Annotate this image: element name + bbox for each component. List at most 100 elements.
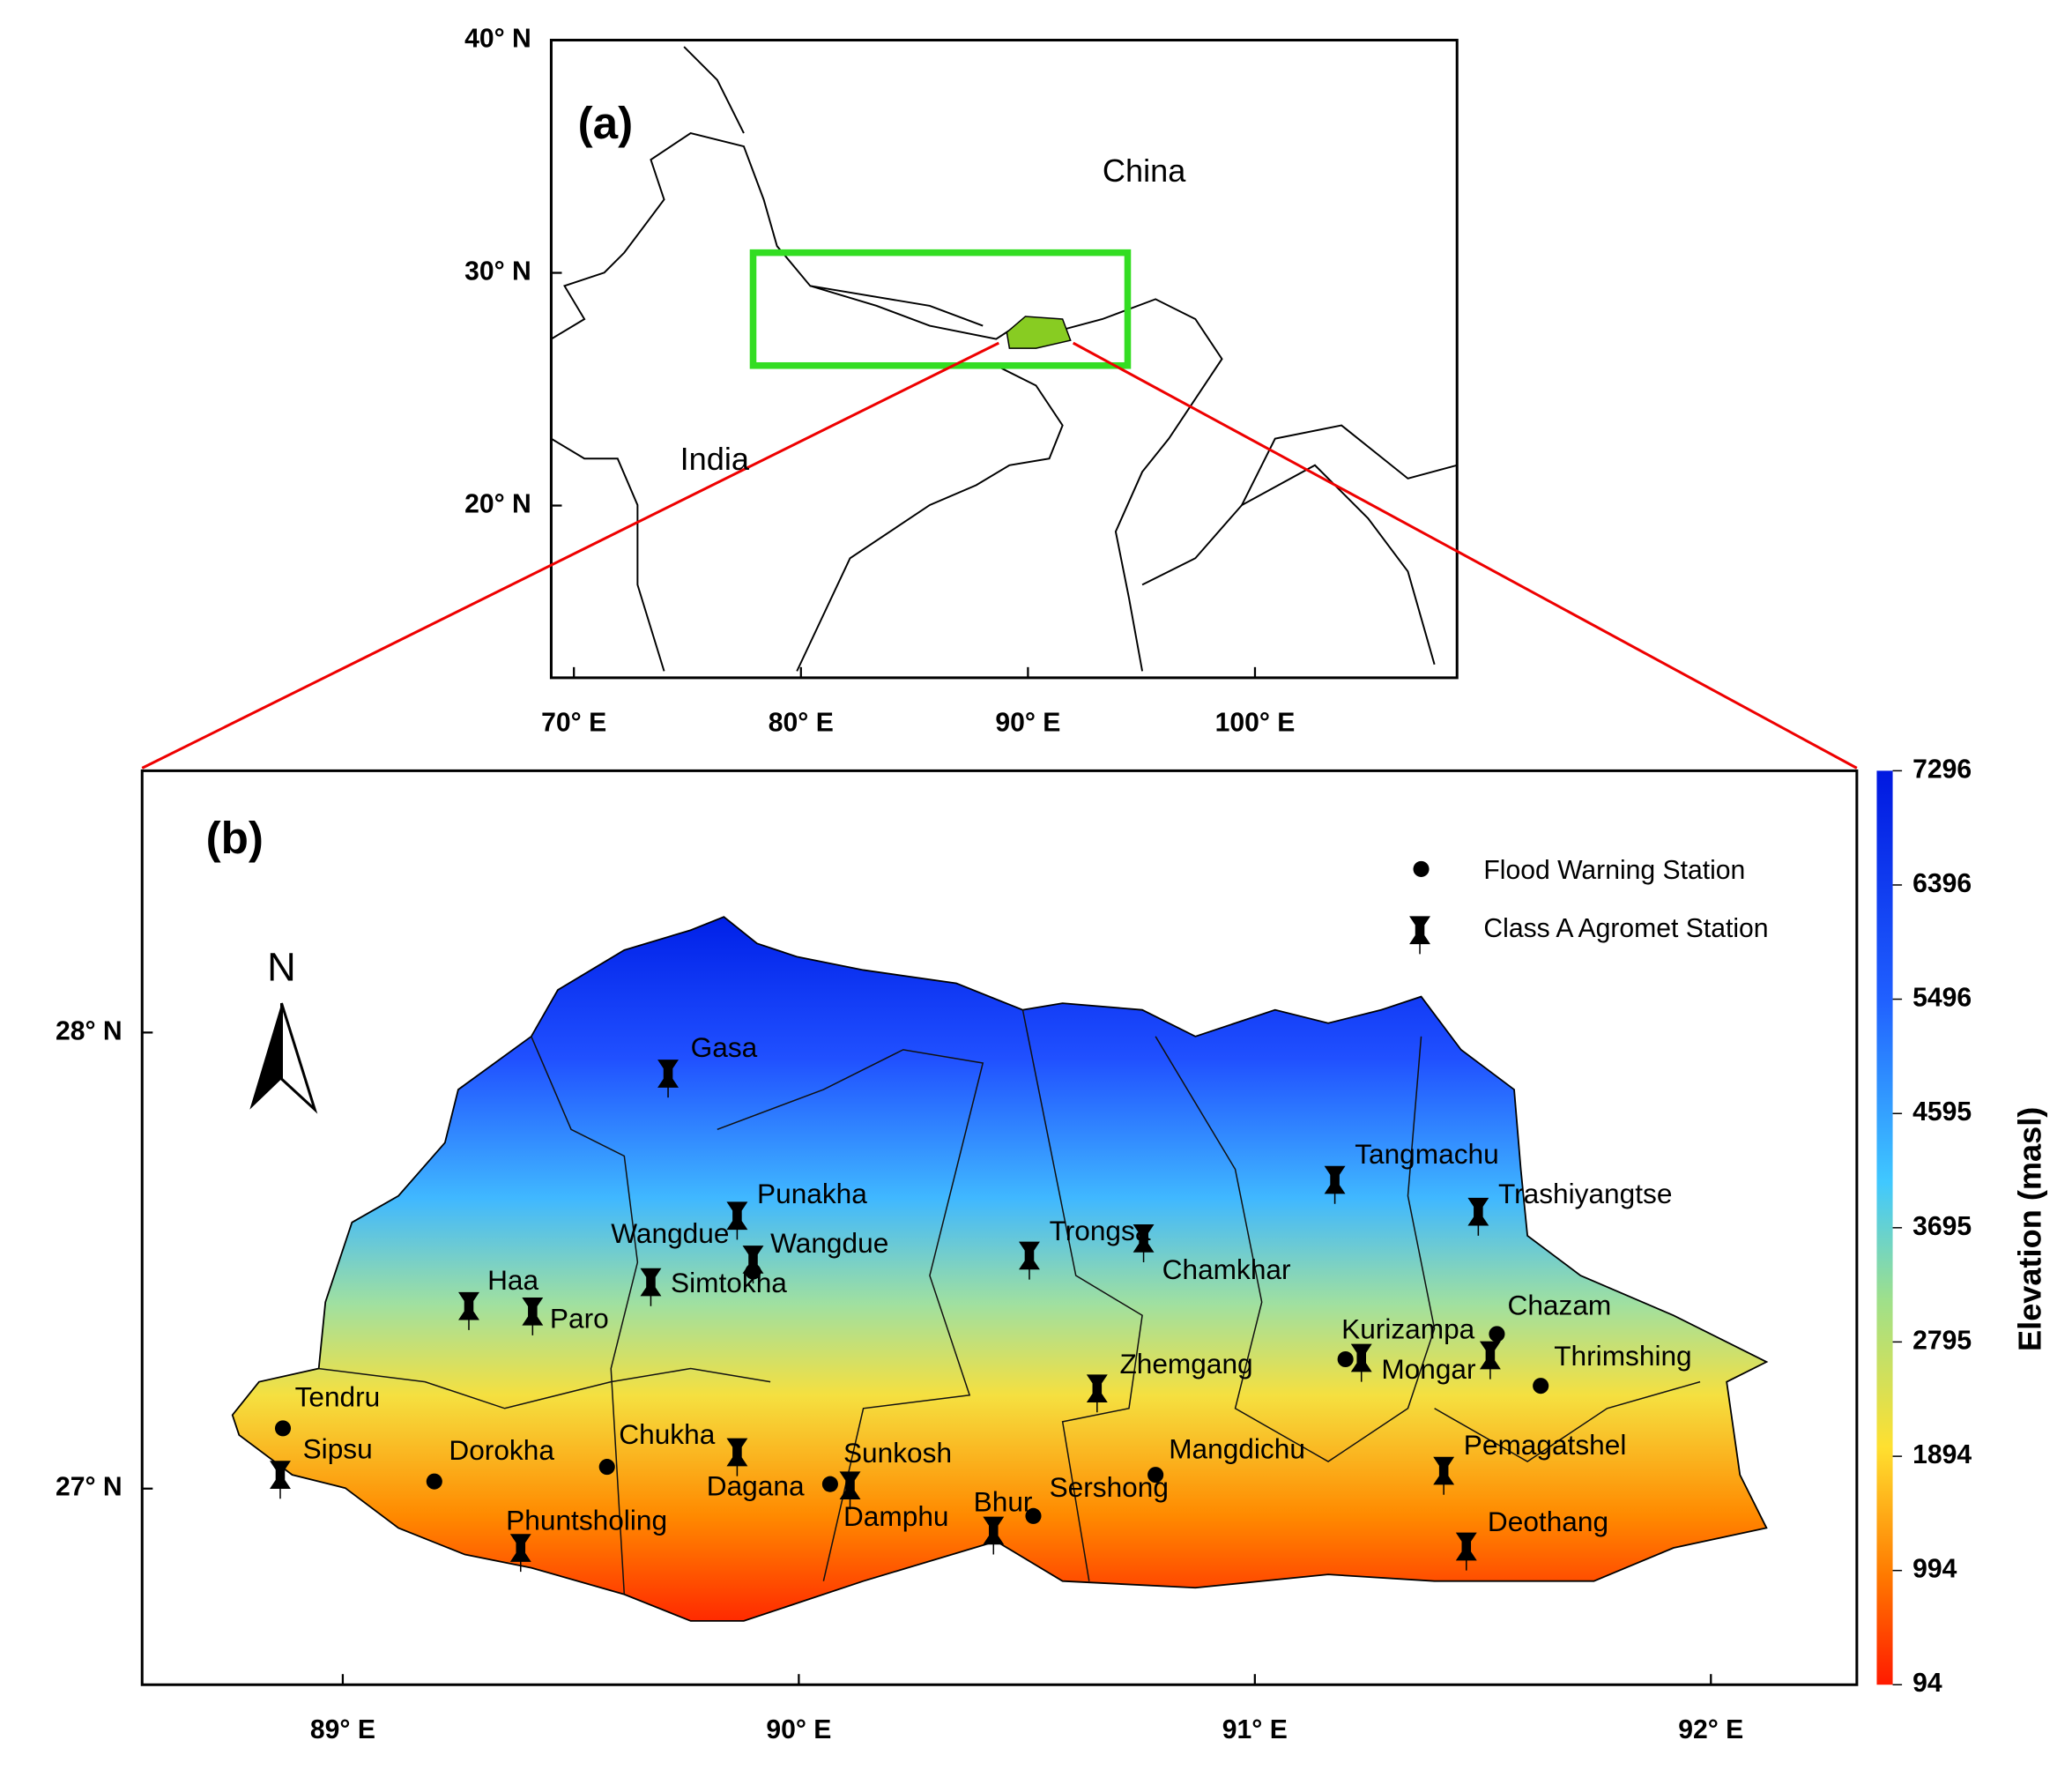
station-label: Trashiyangtse <box>1498 1178 1672 1209</box>
agromet-station <box>458 1291 479 1330</box>
flood-station <box>745 1263 761 1280</box>
agromet-station <box>1324 1165 1346 1204</box>
station-label: Gasa <box>691 1031 758 1063</box>
flood-station <box>426 1473 442 1490</box>
colorbar-tick-label: 994 <box>1912 1555 1957 1584</box>
legend-flood-marker <box>1413 860 1430 877</box>
agromet-station <box>1350 1343 1372 1382</box>
y-tick-label: 30° N <box>464 257 531 286</box>
station-label: Phuntsholing <box>506 1505 667 1536</box>
study-area-box <box>749 249 1132 369</box>
station-label: Mangdichu <box>1169 1432 1305 1464</box>
north-arrow <box>279 1002 318 1114</box>
colorbar <box>1876 770 1893 1685</box>
country-label: China <box>1103 152 1186 189</box>
x-tick-label: 92° E <box>1678 1715 1743 1744</box>
x-tick-label: 100° E <box>1215 709 1296 738</box>
station-label: Haa <box>487 1264 538 1296</box>
flood-station <box>1337 1350 1354 1368</box>
agromet-station <box>726 1201 748 1240</box>
agromet-station <box>1433 1456 1455 1495</box>
station-label: Tendru <box>295 1381 381 1413</box>
panel-a-title: (a) <box>578 98 634 148</box>
north-label: N <box>267 944 296 989</box>
x-tick-label: 80° E <box>769 709 834 738</box>
x-tick-label: 89° E <box>310 1715 375 1744</box>
legend-label: Flood Warning Station <box>1483 856 1745 885</box>
agromet-station <box>839 1471 861 1510</box>
legend-agromet-marker <box>1409 916 1430 955</box>
zoom-line <box>141 341 999 770</box>
agromet-station <box>983 1516 1005 1555</box>
agromet-station <box>1479 1341 1501 1380</box>
station-label: Chazam <box>1508 1290 1612 1321</box>
flood-station <box>1533 1378 1549 1394</box>
station-label: Deothang <box>1488 1506 1608 1537</box>
station-label: Simtokha <box>671 1267 787 1298</box>
agromet-station <box>522 1297 544 1335</box>
station-label: Dagana <box>707 1470 805 1502</box>
colorbar-tick-label: 4595 <box>1912 1097 1972 1127</box>
station-label: Sunkosh <box>843 1437 952 1469</box>
station-label: Kurizampa <box>1341 1313 1475 1345</box>
flood-station <box>598 1459 615 1476</box>
y-tick-label: 40° N <box>464 24 531 53</box>
station-label: Chukha <box>619 1418 715 1450</box>
legend-label: Class A Agromet Station <box>1483 914 1768 943</box>
agromet-station <box>509 1534 531 1573</box>
flood-station <box>1489 1326 1505 1342</box>
district-borders <box>318 1009 1701 1595</box>
flood-station <box>821 1476 838 1492</box>
station-label: Punakha <box>757 1178 867 1209</box>
x-tick-label: 70° E <box>541 709 606 738</box>
agromet-station <box>657 1060 680 1098</box>
x-tick-label: 90° E <box>995 709 1060 738</box>
country-label: India <box>680 441 750 477</box>
flood-station <box>1147 1467 1164 1484</box>
station-label: Chamkhar <box>1162 1253 1291 1285</box>
north-arrow <box>249 1003 282 1110</box>
country-borders <box>550 46 1458 672</box>
station-label: Bhur <box>974 1486 1033 1518</box>
station-label: Wangdue <box>770 1227 888 1259</box>
x-tick-label: 90° E <box>766 1715 831 1744</box>
agromet-station <box>270 1461 291 1499</box>
station-label: Thrimshing <box>1554 1340 1691 1372</box>
panel-b-title: (b) <box>206 813 264 863</box>
y-tick-label: 20° N <box>464 490 531 519</box>
agromet-station <box>726 1438 748 1476</box>
station-label: Mongar <box>1381 1353 1475 1385</box>
colorbar-tick-label: 7296 <box>1912 755 1972 784</box>
station-label: Tangmachu <box>1355 1138 1499 1170</box>
station-label: Wangdue <box>611 1217 729 1249</box>
colorbar-label: Elevation (masl) <box>2011 1107 2047 1351</box>
flood-station <box>274 1420 292 1437</box>
colorbar-tick-label: 2795 <box>1912 1326 1972 1355</box>
flood-station <box>1025 1507 1042 1524</box>
station-label: Damphu <box>843 1500 949 1532</box>
agromet-station <box>1133 1224 1155 1263</box>
station-label: Dorokha <box>449 1434 554 1466</box>
station-label: Trongsa <box>1050 1215 1151 1246</box>
y-tick-label: 27° N <box>56 1473 123 1502</box>
agromet-station <box>640 1268 662 1306</box>
station-label: Sipsu <box>303 1432 373 1464</box>
agromet-station <box>1019 1241 1040 1280</box>
agromet-station <box>1086 1374 1108 1413</box>
panel-a-frame <box>549 39 1459 680</box>
agromet-station <box>1467 1197 1489 1236</box>
agromet-station <box>1455 1532 1477 1571</box>
colorbar-tick-label: 94 <box>1912 1669 1942 1698</box>
x-tick-label: 91° E <box>1222 1715 1288 1744</box>
colorbar-tick-label: 6396 <box>1912 869 1972 898</box>
station-label: Paro <box>550 1303 609 1335</box>
colorbar-tick-label: 5496 <box>1912 984 1972 1013</box>
colorbar-tick-label: 1894 <box>1912 1440 1972 1469</box>
station-label: Zhemgang <box>1119 1348 1252 1380</box>
station-label: Pemagatshel <box>1464 1429 1627 1461</box>
zoom-line <box>1072 341 1858 770</box>
bhutan-inset <box>1006 316 1072 349</box>
colorbar-tick-label: 3695 <box>1912 1212 1972 1241</box>
